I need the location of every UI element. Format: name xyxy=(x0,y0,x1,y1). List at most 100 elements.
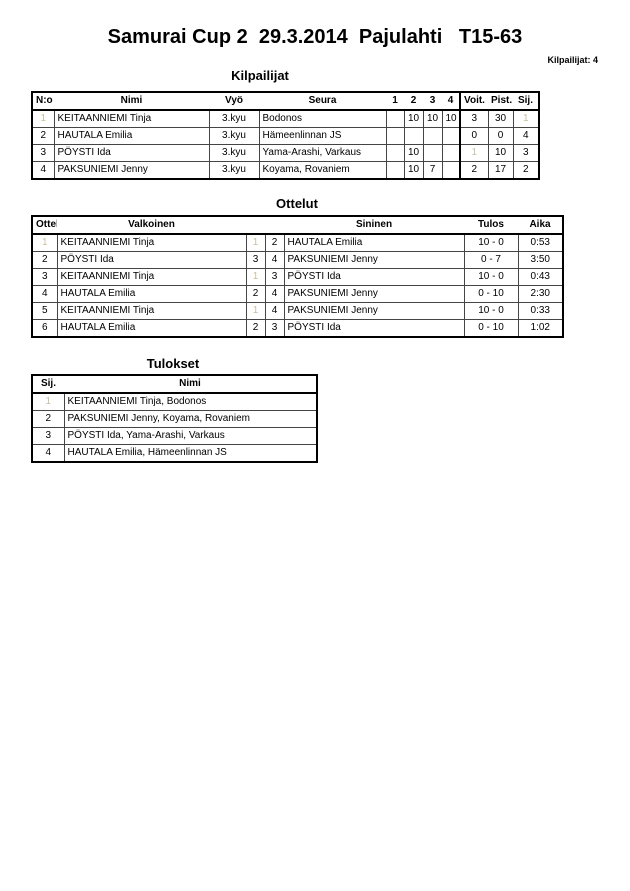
table-cell: PÖYSTI Ida, Yama-Arashi, Varkaus xyxy=(63,427,318,445)
table-row: 3 KEITAANNIEMI Tinja 1 3 PÖYSTI Ida 10 - 0 0:4… xyxy=(31,268,564,286)
table-cell: 10 xyxy=(422,109,443,128)
table-cell: 1 xyxy=(512,109,540,128)
table-cell: 0:33 xyxy=(517,302,564,320)
table-cell: 0 - 10 xyxy=(463,319,519,338)
column-header: Aika xyxy=(518,216,563,235)
table-cell: 2 xyxy=(264,233,285,252)
table-cell: Yama-Arashi, Varkaus xyxy=(258,144,387,162)
table-cell: 10 - 0 xyxy=(463,302,519,320)
table-cell: 3.kyu xyxy=(208,144,260,162)
table-cell: 1 xyxy=(245,233,266,252)
table-cell: 10 xyxy=(403,161,424,180)
table-row: 4 HAUTALA Emilia, Hämeenlinnan JS xyxy=(31,444,318,463)
table-row: 4 PAKSUNIEMI Jenny 3.kyu Koyama, Rovaniem 10… xyxy=(31,161,540,180)
column-header: Sij. xyxy=(32,375,64,394)
column-header: Pist. xyxy=(488,92,513,111)
column-header xyxy=(246,216,265,235)
table-row: 1 KEITAANNIEMI Tinja 3.kyu Bodonos 10 10 10 3 30… xyxy=(31,109,540,128)
table-cell: KEITAANNIEMI Tinja, Bodonos xyxy=(63,392,318,411)
table-row: 6 HAUTALA Emilia 2 3 PÖYSTI Ida 0 - 10 1:02 xyxy=(31,319,564,338)
table-cell xyxy=(385,144,405,162)
table-cell: 0 - 10 xyxy=(463,285,519,303)
table-cell: 4 xyxy=(264,285,285,303)
table-cell: 1 xyxy=(31,392,65,411)
table-cell: PÖYSTI Ida xyxy=(56,251,247,269)
table-cell: 2 xyxy=(31,127,55,145)
table-cell: 2 xyxy=(245,285,266,303)
table-cell: KEITAANNIEMI Tinja xyxy=(56,302,247,320)
table-cell xyxy=(441,161,461,180)
table-cell xyxy=(422,127,443,145)
table-cell: PÖYSTI Ida xyxy=(53,144,210,162)
table-cell: 3 xyxy=(264,319,285,338)
column-header: Seura xyxy=(259,92,386,111)
table-cell xyxy=(385,109,405,128)
table-cell: 0 xyxy=(459,127,489,145)
column-header: Vyö xyxy=(209,92,259,111)
table-cell: Bodonos xyxy=(258,109,387,128)
table-cell: 4 xyxy=(264,302,285,320)
table-cell xyxy=(422,144,443,162)
table-cell: Hämeenlinnan JS xyxy=(258,127,387,145)
table-cell: 3 xyxy=(264,268,285,286)
column-header: Ottelu xyxy=(32,216,57,235)
table-cell xyxy=(385,161,405,180)
table-cell: 1 xyxy=(31,233,58,252)
page-title: Samurai Cup 2 29.3.2014 Pajulahti T15-63 xyxy=(107,26,523,48)
table-cell: 1 xyxy=(245,268,266,286)
table-row: 1 KEITAANNIEMI Tinja 1 2 HAUTALA Emilia 10 - … xyxy=(31,233,564,252)
table-cell: HAUTALA Emilia xyxy=(283,233,465,252)
results-heading: Tulokset xyxy=(146,356,200,371)
results-table: Sij. Nimi 1 KEITAANNIEMI Tinja, Bodonos 2 PAK… xyxy=(31,374,318,463)
table-cell: 1 xyxy=(31,109,55,128)
table-row: 2 HAUTALA Emilia 3.kyu Hämeenlinnan JS 0 0 4 xyxy=(31,127,540,145)
column-header: Tulos xyxy=(464,216,518,235)
table-cell xyxy=(403,127,424,145)
column-header: Valkoinen xyxy=(57,216,246,235)
table-cell: 2 xyxy=(31,410,65,428)
table-cell: HAUTALA Emilia, Hämeenlinnan JS xyxy=(63,444,318,463)
table-cell: 0 - 7 xyxy=(463,251,519,269)
column-header: N:o xyxy=(32,92,54,111)
table-cell: 3 xyxy=(31,144,55,162)
table-cell xyxy=(441,144,461,162)
table-cell: 3.kyu xyxy=(208,127,260,145)
column-header: 1 xyxy=(386,92,404,111)
table-cell xyxy=(385,127,405,145)
table-cell: 1 xyxy=(459,144,489,162)
table-cell: 3.kyu xyxy=(208,161,260,180)
column-header: 2 xyxy=(404,92,423,111)
column-header: Sininen xyxy=(284,216,464,235)
table-cell: 2 xyxy=(512,161,540,180)
table-cell: PAKSUNIEMI Jenny xyxy=(53,161,210,180)
table-cell: 6 xyxy=(31,319,58,338)
table-cell: PAKSUNIEMI Jenny, Koyama, Rovaniem xyxy=(63,410,318,428)
table-cell: PAKSUNIEMI Jenny xyxy=(283,251,465,269)
table-cell: 1 xyxy=(245,302,266,320)
table-cell: 1:02 xyxy=(517,319,564,338)
table-row: 3 PÖYSTI Ida, Yama-Arashi, Varkaus xyxy=(31,427,318,445)
header-row: N:o Nimi Vyö Seura 1 2 3 4 Voit. Pist. Sij. xyxy=(32,92,539,111)
table-cell: 30 xyxy=(487,109,514,128)
table-cell: 2:30 xyxy=(517,285,564,303)
competitor-count: Kilpailijat: 4 xyxy=(547,55,598,65)
matches-heading: Ottelut xyxy=(276,196,318,211)
column-header: 4 xyxy=(442,92,460,111)
table-cell: 2 xyxy=(31,251,58,269)
table-cell: 4 xyxy=(264,251,285,269)
column-header xyxy=(265,216,284,235)
table-cell: HAUTALA Emilia xyxy=(56,285,247,303)
table-cell: 0 xyxy=(487,127,514,145)
table-cell: 4 xyxy=(31,161,55,180)
table-cell: HAUTALA Emilia xyxy=(56,319,247,338)
header-row: Sij. Nimi xyxy=(32,375,317,394)
matches-table: OtteluValkoinenSininenTulosAika1KEITAANN… xyxy=(31,215,564,338)
column-header: Nimi xyxy=(54,92,209,111)
table-cell: PAKSUNIEMI Jenny xyxy=(283,302,465,320)
table-cell: 4 xyxy=(31,444,65,463)
table-cell: 7 xyxy=(422,161,443,180)
table-row: 2 PAKSUNIEMI Jenny, Koyama, Rovaniem xyxy=(31,410,318,428)
table-row: 2 PÖYSTI Ida 3 4 PAKSUNIEMI Jenny 0 - 7 3:50 xyxy=(31,251,564,269)
